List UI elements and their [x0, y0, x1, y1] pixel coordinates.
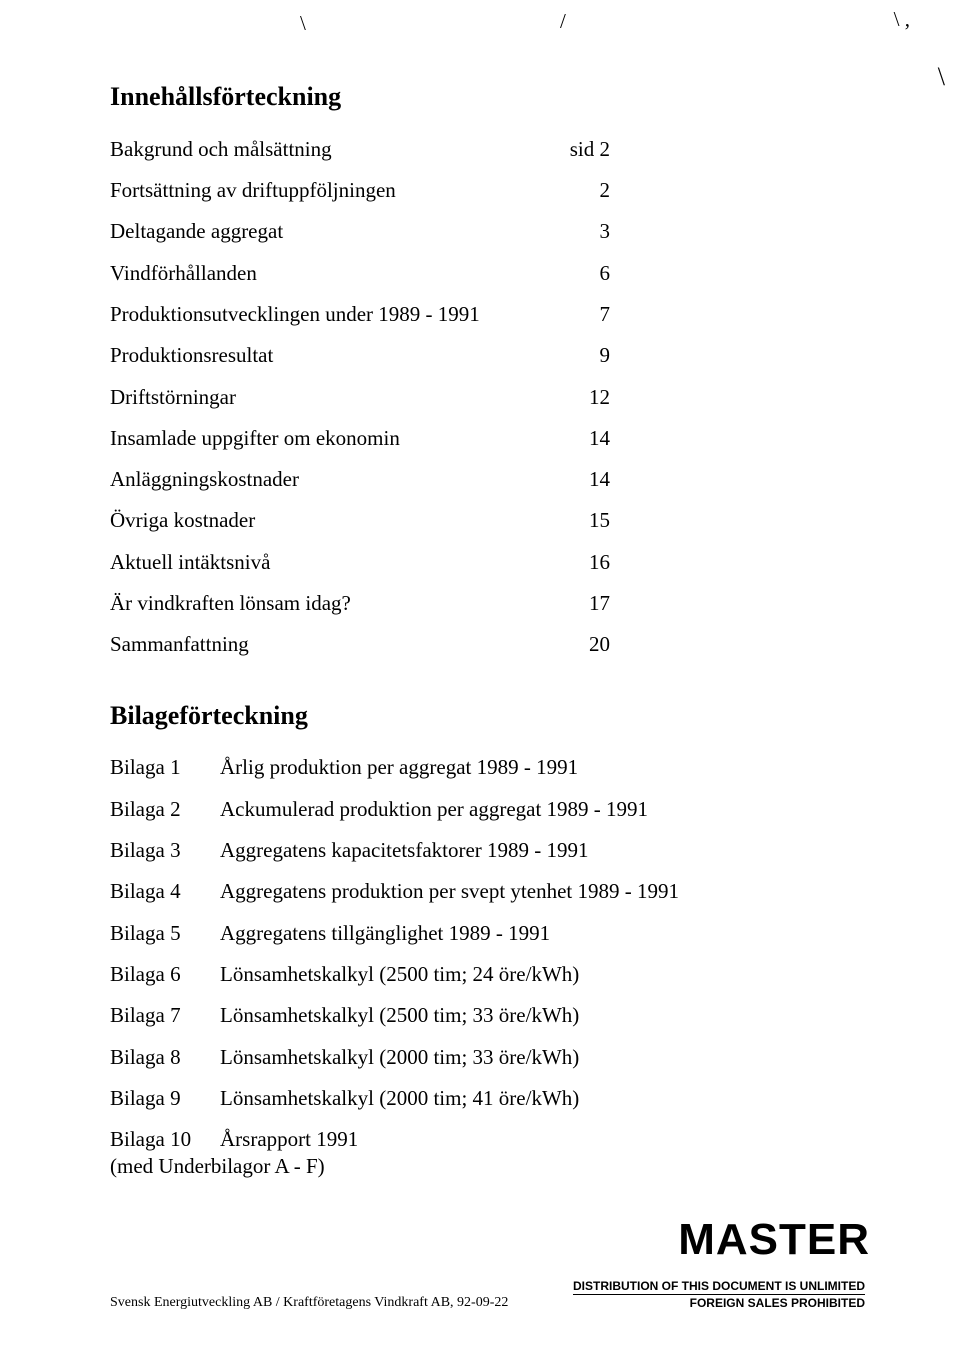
page-footer: Svensk Energiutveckling AB / Kraftföreta… [110, 1278, 865, 1312]
toc-row: Insamlade uppgifter om ekonomin14 [110, 425, 865, 452]
appendix-label: Bilaga 6 [110, 961, 220, 988]
appendix-heading: Bilageförteckning [110, 699, 865, 733]
appendix-label: Bilaga 4 [110, 878, 220, 905]
appendix-label: Bilaga 1 [110, 754, 220, 781]
scan-mark: \ , [894, 6, 910, 33]
appendix-row: Bilaga 10Årsrapport 1991 [110, 1126, 865, 1153]
toc-page: 6 [550, 260, 610, 287]
toc-label: Anläggningskostnader [110, 466, 550, 493]
toc-label: Produktionsutvecklingen under 1989 - 199… [110, 301, 550, 328]
toc-label: Övriga kostnader [110, 507, 550, 534]
toc-page: 12 [550, 384, 610, 411]
toc-page: sid 2 [550, 136, 610, 163]
appendix-desc: Årlig produktion per aggregat 1989 - 199… [220, 754, 865, 781]
toc-label: Driftstörningar [110, 384, 550, 411]
appendix-row: Bilaga 6Lönsamhetskalkyl (2500 tim; 24 ö… [110, 961, 865, 988]
toc-heading: Innehållsförteckning [110, 80, 865, 114]
appendix-label: Bilaga 3 [110, 837, 220, 864]
toc-page: 14 [550, 425, 610, 452]
appendix-desc: Lönsamhetskalkyl (2500 tim; 33 öre/kWh) [220, 1002, 865, 1029]
toc-page: 9 [550, 342, 610, 369]
appendix-row: Bilaga 1Årlig produktion per aggregat 19… [110, 754, 865, 781]
toc-row: Aktuell intäktsnivå16 [110, 549, 865, 576]
toc-row: Fortsättning av driftuppföljningen2 [110, 177, 865, 204]
toc-row: Övriga kostnader15 [110, 507, 865, 534]
toc-page: 7 [550, 301, 610, 328]
appendix-desc: Årsrapport 1991 [220, 1126, 865, 1153]
scan-mark: \ [938, 60, 945, 94]
scan-mark: / [560, 8, 566, 35]
page: \ / \ , \ Innehållsförteckning Bakgrund … [0, 0, 960, 1348]
toc-row: Produktionsutvecklingen under 1989 - 199… [110, 301, 865, 328]
appendix-note: (med Underbilagor A - F) [110, 1153, 865, 1180]
appendix-row: Bilaga 5Aggregatens tillgänglighet 1989 … [110, 920, 865, 947]
toc-page: 16 [550, 549, 610, 576]
appendix-label: Bilaga 5 [110, 920, 220, 947]
appendix-row: Bilaga 9Lönsamhetskalkyl (2000 tim; 41 ö… [110, 1085, 865, 1112]
toc-label: Är vindkraften lönsam idag? [110, 590, 550, 617]
footer-stamp: DISTRIBUTION OF THIS DOCUMENT IS UNLIMIT… [573, 1278, 865, 1312]
toc-page: 3 [550, 218, 610, 245]
appendix-row: Bilaga 4Aggregatens produktion per svept… [110, 878, 865, 905]
toc-page: 14 [550, 466, 610, 493]
toc-label: Aktuell intäktsnivå [110, 549, 550, 576]
appendix-row: Bilaga 7Lönsamhetskalkyl (2500 tim; 33 ö… [110, 1002, 865, 1029]
appendix-row: Bilaga 3Aggregatens kapacitetsfaktorer 1… [110, 837, 865, 864]
toc-row: Är vindkraften lönsam idag?17 [110, 590, 865, 617]
appendix-desc: Lönsamhetskalkyl (2000 tim; 41 öre/kWh) [220, 1085, 865, 1112]
appendix-label: Bilaga 8 [110, 1044, 220, 1071]
toc-page: 17 [550, 590, 610, 617]
toc-row: Anläggningskostnader14 [110, 466, 865, 493]
master-stamp: MASTER [678, 1211, 870, 1268]
toc-label: Bakgrund och målsättning [110, 136, 550, 163]
appendix-label: Bilaga 2 [110, 796, 220, 823]
appendix-label: Bilaga 10 [110, 1126, 220, 1153]
toc-label: Deltagande aggregat [110, 218, 550, 245]
toc-list: Bakgrund och målsättningsid 2Fortsättnin… [110, 136, 865, 659]
toc-label: Vindförhållanden [110, 260, 550, 287]
appendix-desc: Ackumulerad produktion per aggregat 1989… [220, 796, 865, 823]
appendix-label: Bilaga 9 [110, 1085, 220, 1112]
appendix-desc: Aggregatens kapacitetsfaktorer 1989 - 19… [220, 837, 865, 864]
toc-row: Produktionsresultat9 [110, 342, 865, 369]
toc-page: 2 [550, 177, 610, 204]
footer-stamp-line1: DISTRIBUTION OF THIS DOCUMENT IS UNLIMIT… [573, 1279, 865, 1295]
appendix-row: Bilaga 8Lönsamhetskalkyl (2000 tim; 33 ö… [110, 1044, 865, 1071]
toc-row: Bakgrund och målsättningsid 2 [110, 136, 865, 163]
appendix-desc: Aggregatens tillgänglighet 1989 - 1991 [220, 920, 865, 947]
toc-label: Fortsättning av driftuppföljningen [110, 177, 550, 204]
appendix-label: Bilaga 7 [110, 1002, 220, 1029]
toc-row: Vindförhållanden6 [110, 260, 865, 287]
footer-stamp-line2: FOREIGN SALES PROHIBITED [690, 1296, 865, 1310]
toc-label: Insamlade uppgifter om ekonomin [110, 425, 550, 452]
appendix-list: Bilaga 1Årlig produktion per aggregat 19… [110, 754, 865, 1153]
toc-label: Produktionsresultat [110, 342, 550, 369]
toc-row: Deltagande aggregat3 [110, 218, 865, 245]
toc-page: 15 [550, 507, 610, 534]
toc-page: 20 [550, 631, 610, 658]
scan-mark: \ [300, 10, 306, 37]
toc-row: Sammanfattning20 [110, 631, 865, 658]
appendix-desc: Aggregatens produktion per svept ytenhet… [220, 878, 865, 905]
toc-row: Driftstörningar12 [110, 384, 865, 411]
appendix-row: Bilaga 2Ackumulerad produktion per aggre… [110, 796, 865, 823]
toc-label: Sammanfattning [110, 631, 550, 658]
footer-credit: Svensk Energiutveckling AB / Kraftföreta… [110, 1294, 508, 1312]
appendix-desc: Lönsamhetskalkyl (2500 tim; 24 öre/kWh) [220, 961, 865, 988]
appendix-desc: Lönsamhetskalkyl (2000 tim; 33 öre/kWh) [220, 1044, 865, 1071]
